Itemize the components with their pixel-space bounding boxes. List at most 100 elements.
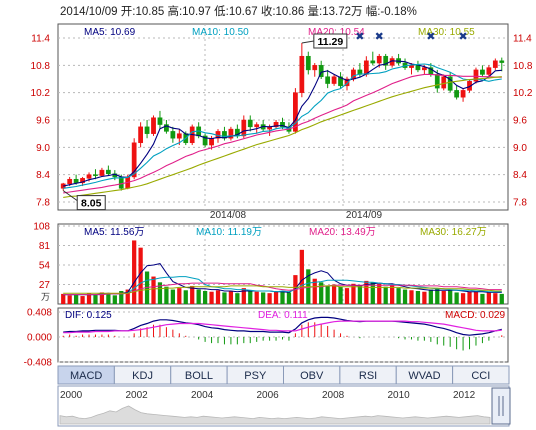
tab-wvad[interactable]: WVAD — [395, 365, 454, 385]
price-tick-left: 7.8 — [36, 198, 50, 209]
candle-body — [434, 74, 440, 89]
candle-body — [454, 90, 460, 98]
volume-bar — [338, 286, 343, 304]
candle-body — [305, 55, 311, 71]
volume-bar — [473, 291, 479, 304]
price-tick-right: 8.4 — [513, 170, 527, 181]
tab-rsi[interactable]: RSI — [339, 365, 397, 385]
volume-bar — [106, 293, 111, 304]
candle-body — [241, 119, 247, 137]
event-markers: ✖ ✖ ✖ ✖ — [355, 31, 467, 43]
price-tick-left: 8.4 — [36, 170, 50, 181]
tab-macd[interactable]: MACD — [57, 365, 115, 385]
vol-ma20-label: MA20: 13.49万 — [309, 227, 376, 238]
volume-bar — [377, 283, 382, 304]
volume-bar — [73, 294, 79, 304]
price-tick-left: 10.2 — [31, 88, 51, 99]
volume-bar — [170, 289, 175, 304]
candle-body — [415, 65, 421, 71]
dea-label: DEA: 0.111 — [258, 310, 308, 321]
timeline-year-label: 2006 — [257, 390, 280, 401]
open-value: 10.85 — [135, 6, 164, 18]
volume-ma-lines — [63, 263, 502, 296]
min-callout-leader — [62, 190, 78, 202]
tab-kdj[interactable]: KDJ — [113, 365, 172, 385]
price-ma-lines — [63, 60, 502, 198]
price-tick-left: 10.8 — [31, 61, 51, 72]
candle-body — [299, 55, 305, 93]
price-ma5-label: MA5: 10.69 — [84, 27, 136, 38]
tab-background — [452, 365, 510, 385]
candle-body — [164, 124, 169, 132]
volume-bar — [415, 291, 421, 304]
min-callout-box — [76, 195, 106, 211]
tab-obv[interactable]: OBV — [283, 365, 341, 385]
quote-date: 2014/10/09 — [60, 6, 118, 18]
event-star-icon[interactable]: ✖ — [375, 31, 384, 43]
candle-body — [331, 76, 337, 84]
price-tick-left: 9.6 — [36, 116, 50, 127]
volume-bar — [364, 280, 369, 304]
tab-psy[interactable]: PSY — [226, 365, 284, 385]
tab-label: KDJ — [132, 370, 153, 382]
volume-bar — [80, 296, 85, 304]
volume-bar — [428, 289, 433, 304]
macd-panel-frame — [57, 307, 509, 363]
tab-label: BOLL — [185, 370, 213, 382]
price-ma10-line — [63, 63, 502, 189]
candle-body — [86, 174, 92, 179]
change-value: -0.18% — [380, 6, 416, 18]
macd-label: MACD: 0.029 — [445, 310, 505, 321]
price-tick-right: 9.6 — [513, 116, 527, 127]
volume-bar — [460, 293, 466, 304]
timeline-year-label: 2010 — [388, 390, 411, 401]
volume-bar — [331, 284, 337, 304]
close-value: 10.86 — [276, 6, 305, 18]
event-star-icon[interactable]: ✖ — [458, 31, 467, 43]
candle-body — [118, 176, 124, 189]
candle-body — [318, 65, 324, 77]
volume-bar — [286, 292, 292, 304]
volume-bar — [486, 292, 492, 304]
volume-bar — [112, 295, 117, 304]
candle-body — [376, 55, 382, 64]
candle-body — [157, 117, 163, 125]
volume-bar — [119, 291, 124, 304]
max-callout-leader — [301, 40, 314, 44]
volume-bar — [99, 292, 105, 304]
event-star-icon[interactable]: ✖ — [426, 31, 435, 43]
timeline-range-handle[interactable] — [491, 387, 511, 425]
macd-tick: -0.408 — [24, 358, 53, 369]
tab-label: OBV — [300, 370, 324, 382]
volume-bar — [273, 291, 279, 304]
price-tick-left: 11.4 — [31, 34, 50, 45]
candle-body — [422, 67, 427, 71]
dif-line — [63, 316, 502, 336]
volume-ma5-line — [63, 263, 502, 296]
volume-ma20-line — [63, 282, 502, 296]
volume-bar — [280, 291, 285, 304]
volume-bar — [132, 240, 137, 304]
volume-bar — [454, 292, 459, 304]
volume-panel: MA5: 11.56万 MA10: 11.19万 MA20: 13.49万 MA… — [33, 222, 509, 305]
volume-label: 量: — [308, 5, 323, 18]
volume-bar — [261, 292, 266, 304]
volume-bar — [493, 293, 498, 304]
price-ma20-line — [63, 73, 502, 194]
macd-panel: DIF: 0.125 DEA: 0.111 MACD: 0.029 0.408 … — [24, 307, 509, 369]
event-star-icon[interactable]: ✖ — [355, 31, 364, 43]
tab-boll[interactable]: BOLL — [170, 365, 228, 385]
candle-body — [131, 142, 137, 178]
vol-tick: 81 — [39, 241, 51, 252]
vol-unit: 万 — [41, 292, 50, 302]
vol-tick: 54 — [39, 261, 51, 272]
price-tick-right: 11.4 — [513, 34, 532, 45]
tab-cci[interactable]: CCI — [452, 365, 510, 385]
volume-bar — [151, 276, 156, 304]
volume-bar — [125, 289, 130, 304]
volume-bar — [196, 289, 201, 304]
volume-bar — [61, 293, 66, 304]
min-callout-value: 8.05 — [81, 198, 102, 210]
tab-label: MACD — [70, 370, 102, 382]
volume-bar — [241, 288, 246, 304]
